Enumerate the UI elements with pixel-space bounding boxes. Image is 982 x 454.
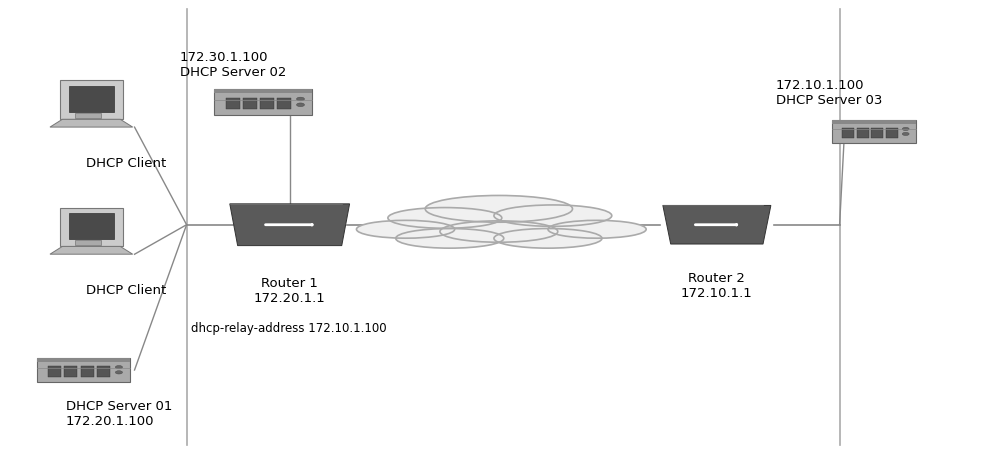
Ellipse shape bbox=[548, 220, 646, 238]
Circle shape bbox=[297, 103, 304, 107]
Text: Router 2
172.10.1.1: Router 2 172.10.1.1 bbox=[681, 272, 753, 301]
FancyBboxPatch shape bbox=[69, 86, 114, 112]
FancyBboxPatch shape bbox=[832, 120, 915, 123]
FancyBboxPatch shape bbox=[277, 98, 291, 109]
FancyBboxPatch shape bbox=[48, 366, 61, 376]
Text: DHCP Client: DHCP Client bbox=[86, 157, 167, 170]
Ellipse shape bbox=[396, 228, 504, 248]
Ellipse shape bbox=[356, 220, 455, 238]
Text: Router 1
172.20.1.1: Router 1 172.20.1.1 bbox=[253, 277, 326, 305]
FancyBboxPatch shape bbox=[214, 89, 312, 93]
FancyBboxPatch shape bbox=[75, 241, 101, 245]
FancyBboxPatch shape bbox=[60, 80, 123, 119]
FancyBboxPatch shape bbox=[260, 98, 274, 109]
Circle shape bbox=[115, 365, 123, 369]
Text: DHCP Client: DHCP Client bbox=[86, 284, 167, 297]
Circle shape bbox=[297, 97, 304, 101]
Text: dhcp-relay-address 172.10.1.100: dhcp-relay-address 172.10.1.100 bbox=[191, 322, 387, 336]
Ellipse shape bbox=[440, 221, 558, 242]
Circle shape bbox=[902, 133, 909, 135]
Ellipse shape bbox=[494, 205, 612, 227]
FancyBboxPatch shape bbox=[60, 207, 123, 247]
Polygon shape bbox=[230, 204, 350, 246]
FancyBboxPatch shape bbox=[81, 366, 93, 376]
Polygon shape bbox=[663, 205, 771, 244]
FancyBboxPatch shape bbox=[243, 98, 256, 109]
FancyBboxPatch shape bbox=[37, 358, 130, 382]
FancyBboxPatch shape bbox=[75, 114, 101, 118]
FancyBboxPatch shape bbox=[97, 366, 110, 376]
Ellipse shape bbox=[494, 228, 602, 248]
FancyBboxPatch shape bbox=[857, 128, 868, 138]
Text: DHCP Server 01
172.20.1.100: DHCP Server 01 172.20.1.100 bbox=[66, 400, 172, 428]
FancyBboxPatch shape bbox=[886, 128, 898, 138]
FancyBboxPatch shape bbox=[832, 120, 915, 143]
FancyBboxPatch shape bbox=[69, 213, 114, 239]
FancyBboxPatch shape bbox=[226, 98, 240, 109]
FancyBboxPatch shape bbox=[65, 366, 78, 376]
Polygon shape bbox=[50, 119, 133, 127]
Circle shape bbox=[115, 371, 123, 374]
Circle shape bbox=[902, 127, 909, 131]
FancyBboxPatch shape bbox=[871, 128, 883, 138]
Text: 172.10.1.100
DHCP Server 03: 172.10.1.100 DHCP Server 03 bbox=[776, 79, 882, 107]
FancyBboxPatch shape bbox=[37, 358, 130, 362]
Polygon shape bbox=[50, 247, 133, 254]
Ellipse shape bbox=[388, 207, 502, 228]
Ellipse shape bbox=[425, 196, 573, 222]
FancyBboxPatch shape bbox=[214, 89, 312, 115]
Text: 172.30.1.100
DHCP Server 02: 172.30.1.100 DHCP Server 02 bbox=[180, 50, 286, 79]
FancyBboxPatch shape bbox=[843, 128, 854, 138]
